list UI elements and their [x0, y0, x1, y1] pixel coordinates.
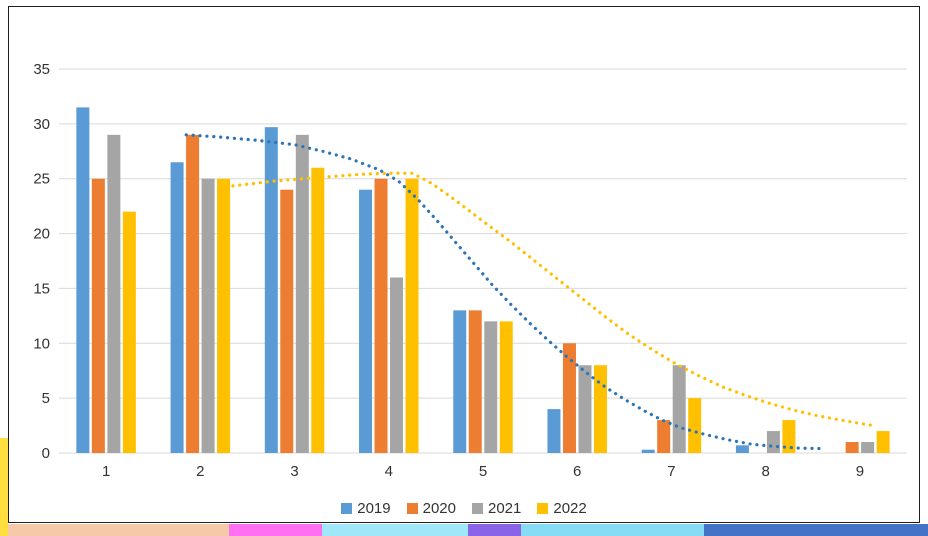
bar-2019-cat7: [641, 449, 655, 453]
bar-2021-cat2: [201, 178, 215, 453]
legend-swatch-icon: [472, 503, 483, 514]
edge-artifact-cyan: [322, 524, 468, 536]
edge-artifact-purple: [468, 524, 521, 536]
bar-2019-cat2: [170, 162, 184, 453]
edge-artifact-magenta: [229, 524, 322, 536]
bar-2019-cat3: [264, 127, 278, 454]
bar-2019-cat6: [547, 409, 561, 453]
bar-2020-cat7: [657, 420, 671, 453]
x-axis-category-label: 8: [761, 463, 769, 480]
x-axis-category-label: 1: [102, 463, 110, 480]
bar-2022-cat1: [122, 211, 136, 453]
bar-2021-cat7: [672, 365, 686, 453]
y-axis-tick-label: 30: [33, 116, 50, 133]
bar-chart: 0 5 10 15 20 25 30 35 1 2 3 4 5 6 7 8 9: [33, 61, 907, 480]
edge-artifact-yellow: [0, 438, 8, 536]
bar-2020-cat9: [845, 442, 859, 453]
legend-label: 2021: [488, 500, 522, 517]
bar-2021-cat6: [578, 365, 592, 453]
bar-2021-cat1: [107, 134, 121, 453]
y-axis-tick-label: 10: [33, 335, 50, 352]
x-axis-category-label: 5: [479, 463, 487, 480]
y-axis-tick-label: 0: [42, 445, 50, 462]
y-axis-tick-label: 5: [42, 390, 50, 407]
y-axis-tick-label: 35: [33, 61, 50, 78]
bar-2020-cat3: [280, 189, 294, 453]
bar-2020-cat5: [468, 310, 482, 453]
legend-label: 2020: [422, 500, 456, 517]
bar-2020-cat6: [562, 343, 576, 453]
legend-swatch-icon: [537, 503, 549, 514]
legend-item-2019: 2019: [341, 500, 391, 517]
bar-2021-cat9: [861, 442, 875, 453]
bar-2022-cat9: [876, 431, 890, 453]
y-axis-tick-label: 20: [33, 226, 50, 243]
bar-2022-cat4: [405, 178, 419, 453]
bar-2021-cat3: [295, 134, 309, 453]
bar-2019-cat5: [453, 310, 467, 453]
bar-2021-cat8: [766, 431, 780, 453]
bar-2019-cat8: [735, 445, 749, 453]
edge-artifact-peach: [8, 524, 229, 536]
x-axis-category-label: 7: [667, 463, 675, 480]
trendline-dotted-yellow: [217, 171, 876, 428]
trendline-dotted-blue: [184, 133, 824, 451]
chart-legend: 2019 2020 2021 2022: [9, 500, 919, 517]
bar-2020-cat2: [186, 134, 200, 453]
legend-item-2022: 2022: [537, 500, 587, 517]
legend-item-2021: 2021: [472, 500, 521, 517]
legend-swatch-icon: [341, 503, 353, 514]
x-axis-category-label: 9: [856, 463, 864, 480]
edge-artifact-blue: [704, 524, 928, 536]
bar-2022-cat6: [593, 365, 607, 453]
y-axis-tick-label: 15: [33, 280, 50, 297]
legend-label: 2022: [553, 500, 587, 517]
legend-swatch-icon: [406, 503, 418, 514]
bar-2019-cat1: [76, 107, 90, 454]
x-axis-category-label: 2: [196, 463, 204, 480]
bar-2020-cat1: [91, 178, 105, 453]
bar-2019-cat4: [359, 189, 373, 453]
x-axis-category-label: 6: [573, 463, 581, 480]
bar-2022-cat5: [499, 321, 513, 453]
bar-2022-cat3: [311, 167, 325, 453]
y-axis-tick-label: 25: [33, 171, 50, 188]
x-axis-category-label: 3: [290, 463, 298, 480]
bar-2022-cat8: [782, 420, 796, 453]
legend-label: 2019: [357, 500, 391, 517]
x-axis-category-label: 4: [385, 463, 393, 480]
chart-window: 0 5 10 15 20 25 30 35 1 2 3 4 5 6 7 8 9 2019 2020 2021 2022: [8, 6, 920, 523]
bar-2021-cat5: [484, 321, 498, 453]
bar-2020-cat4: [374, 178, 388, 453]
legend-item-2020: 2020: [406, 500, 456, 517]
bar-2021-cat4: [390, 277, 404, 453]
edge-artifact-cyan-2: [521, 524, 704, 536]
bar-2022-cat7: [688, 398, 702, 453]
bar-2022-cat2: [217, 178, 231, 453]
